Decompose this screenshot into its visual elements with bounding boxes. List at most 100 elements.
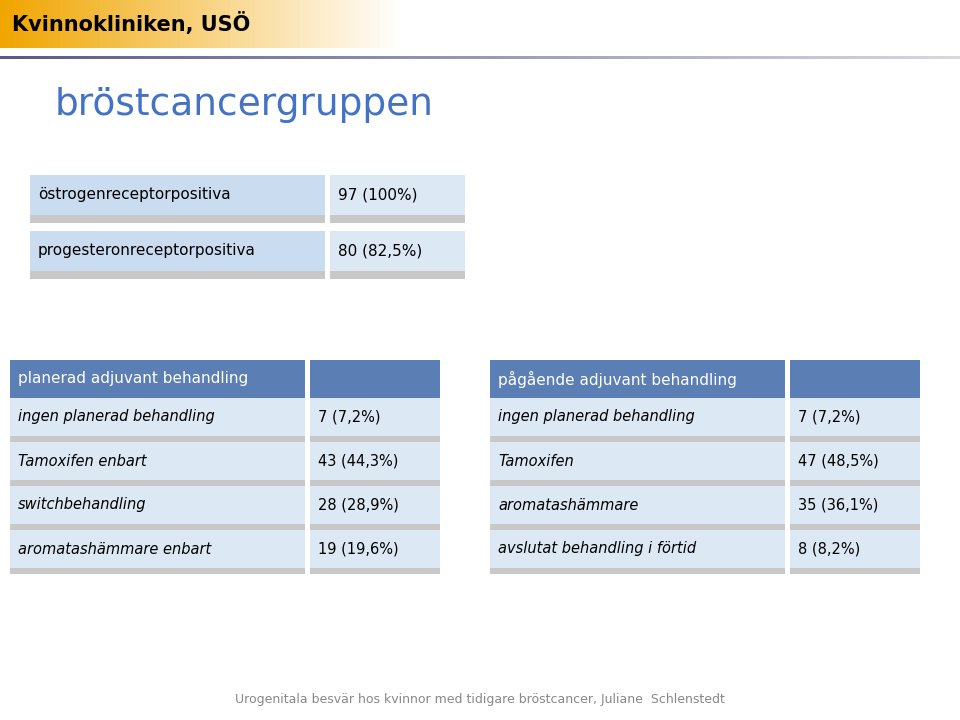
Bar [790, 436, 920, 442]
Bar [120, 0, 126, 48]
Bar [490, 398, 785, 436]
Bar [344, 56, 353, 59]
Bar [520, 56, 529, 59]
Bar [200, 0, 206, 48]
Bar [370, 0, 376, 48]
Bar [512, 56, 521, 59]
Text: pågående adjuvant behandling: pågående adjuvant behandling [498, 371, 737, 387]
Bar [832, 56, 841, 59]
Bar [10, 486, 305, 524]
Bar [310, 486, 440, 524]
Bar [235, 0, 241, 48]
Bar [384, 56, 393, 59]
Bar [184, 56, 193, 59]
Bar [784, 56, 793, 59]
Bar [30, 271, 325, 279]
Bar [96, 56, 105, 59]
Bar [290, 0, 296, 48]
Bar [240, 56, 249, 59]
Text: 28 (28,9%): 28 (28,9%) [318, 498, 398, 513]
Bar [10, 530, 305, 568]
Bar [8, 56, 17, 59]
Bar [544, 56, 553, 59]
Bar [760, 56, 769, 59]
Bar [155, 0, 161, 48]
Bar [408, 56, 417, 59]
Bar [790, 568, 920, 574]
Bar [440, 56, 449, 59]
Text: ingen planerad behandling: ingen planerad behandling [498, 410, 695, 425]
Bar [936, 56, 945, 59]
Bar [195, 0, 201, 48]
Bar [152, 56, 161, 59]
Bar [95, 0, 101, 48]
Bar [504, 56, 513, 59]
Bar [88, 56, 97, 59]
Bar [790, 360, 920, 398]
Bar [490, 486, 785, 524]
Bar [490, 360, 785, 398]
Bar [576, 56, 585, 59]
Bar [648, 56, 657, 59]
Bar [330, 215, 465, 223]
Bar [592, 56, 601, 59]
Bar [280, 0, 286, 48]
Bar [310, 568, 440, 574]
Bar [210, 0, 216, 48]
Bar [640, 56, 649, 59]
Bar [472, 56, 481, 59]
Text: Urogenitala besvär hos kvinnor med tidigare bröstcancer, Juliane  Schlenstedt: Urogenitala besvär hos kvinnor med tidig… [235, 693, 725, 706]
Bar [304, 56, 313, 59]
Text: planerad adjuvant behandling: planerad adjuvant behandling [18, 372, 249, 387]
Bar [64, 56, 73, 59]
Bar [176, 56, 185, 59]
Bar [608, 56, 617, 59]
Bar [390, 0, 396, 48]
Bar [790, 398, 920, 436]
Text: 35 (36,1%): 35 (36,1%) [798, 498, 878, 513]
Bar [245, 0, 251, 48]
Bar [10, 436, 305, 442]
Bar [170, 0, 176, 48]
Bar [310, 524, 440, 530]
Bar [864, 56, 873, 59]
Bar [928, 56, 937, 59]
Bar [672, 56, 681, 59]
Bar [808, 56, 817, 59]
Bar [736, 56, 745, 59]
Text: bröstcancergruppen: bröstcancergruppen [55, 87, 434, 123]
Bar [790, 524, 920, 530]
Bar [232, 56, 241, 59]
Bar [330, 0, 336, 48]
Bar [190, 0, 196, 48]
Bar [584, 56, 593, 59]
Bar [688, 56, 697, 59]
Text: aromatashämmare: aromatashämmare [498, 498, 638, 513]
Bar [340, 0, 346, 48]
Bar [30, 175, 325, 215]
Bar [224, 56, 233, 59]
Bar [65, 0, 71, 48]
Bar [728, 56, 737, 59]
Bar [25, 0, 31, 48]
Bar [536, 56, 545, 59]
Bar [30, 0, 36, 48]
Bar [696, 56, 705, 59]
Bar [424, 56, 433, 59]
Bar [380, 0, 386, 48]
Bar [310, 398, 440, 436]
Bar [10, 398, 305, 436]
Text: 7 (7,2%): 7 (7,2%) [798, 410, 860, 425]
Text: 19 (19,6%): 19 (19,6%) [318, 541, 398, 557]
Bar [432, 56, 441, 59]
Bar [15, 0, 21, 48]
Bar [145, 0, 151, 48]
Bar [448, 56, 457, 59]
Bar [315, 0, 321, 48]
Bar [255, 0, 261, 48]
Bar [392, 56, 401, 59]
Text: Tamoxifen enbart: Tamoxifen enbart [18, 454, 147, 469]
Bar [105, 0, 111, 48]
Bar [208, 56, 217, 59]
Bar [24, 56, 33, 59]
